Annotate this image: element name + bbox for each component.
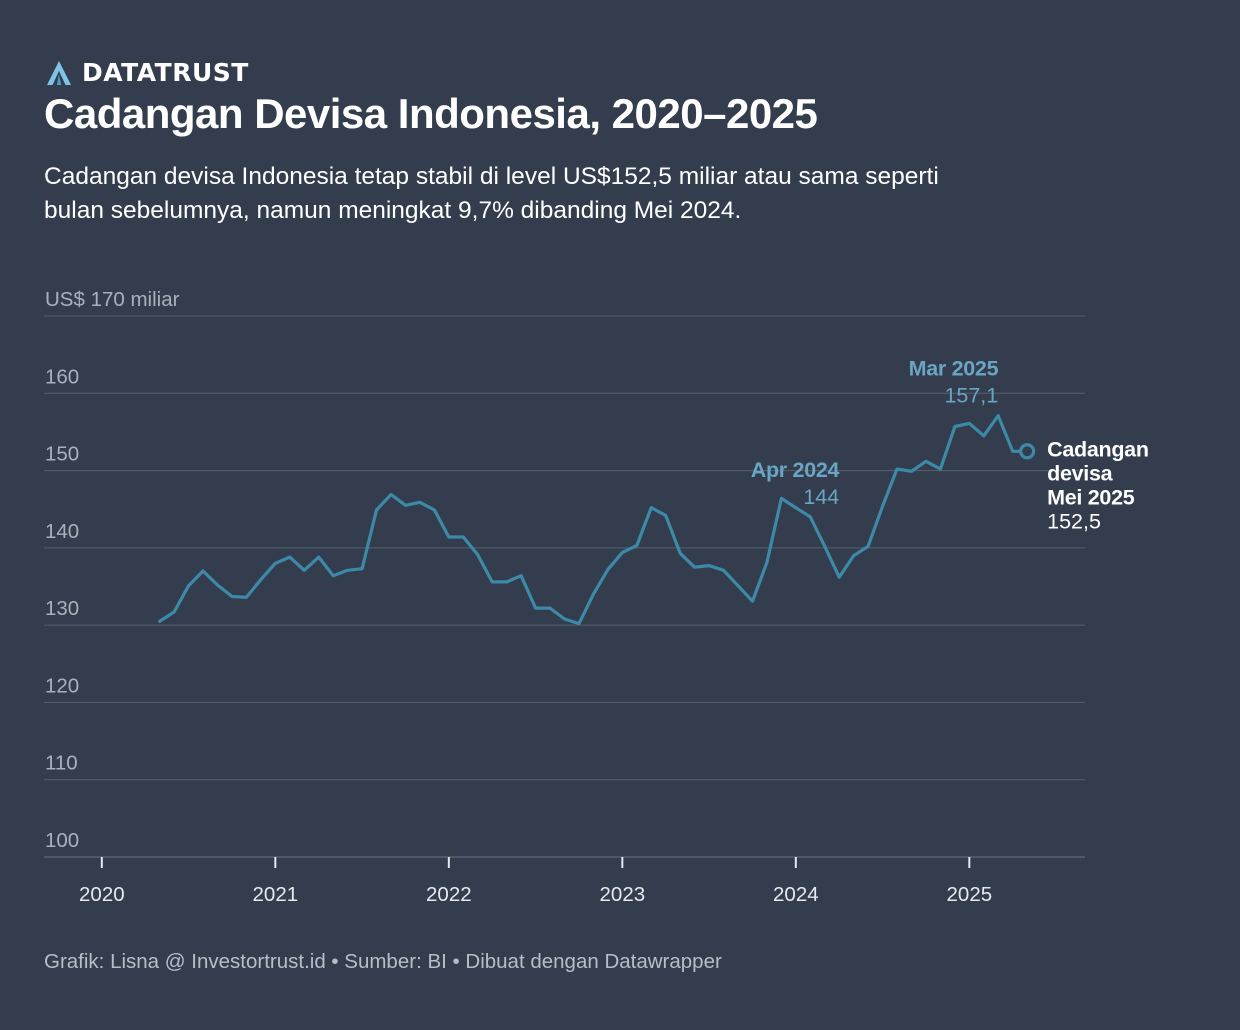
x-tick-label-2023: 2023 — [600, 883, 646, 906]
annotation-value-0: 144 — [803, 485, 839, 509]
end-point-marker — [1019, 443, 1036, 460]
x-tick-label-2020: 2020 — [79, 883, 125, 906]
end-label-line-2: Mei 2025 — [1047, 485, 1135, 509]
x-tick-label-2024: 2024 — [773, 883, 819, 906]
datatrust-logo-icon — [47, 60, 71, 85]
y-tick-label-110: 110 — [45, 752, 78, 775]
x-tick-label-2025: 2025 — [947, 883, 993, 906]
y-tick-label-170: US$ 170 miliar — [45, 288, 180, 311]
chart-title: Cadangan Devisa Indonesia, 2020–2025 — [44, 90, 818, 137]
y-tick-label-130: 130 — [45, 597, 79, 620]
y-tick-label-150: 150 — [45, 443, 79, 466]
y-tick-label-140: 140 — [45, 520, 79, 543]
chart-footer: Grafik: Lisna @ Investortrust.id • Sumbe… — [44, 950, 722, 973]
y-tick-label-120: 120 — [45, 674, 79, 697]
annotation-label-0: Apr 2024 — [751, 458, 840, 482]
brand-name: DATATRUST — [82, 58, 249, 87]
x-tick-label-2021: 2021 — [253, 883, 299, 906]
annotation-label-1: Mar 2025 — [909, 357, 999, 381]
end-label-line-1: devisa — [1047, 461, 1113, 485]
y-tick-label-160: 160 — [45, 365, 79, 388]
series-line-0 — [158, 414, 1029, 626]
x-tick-label-2022: 2022 — [426, 883, 472, 906]
chart-subtitle: Cadangan devisa Indonesia tetap stabil d… — [44, 163, 939, 224]
end-label-value: 152,5 — [1047, 509, 1101, 533]
y-tick-label-100: 100 — [45, 829, 79, 852]
annotation-value-1: 157,1 — [944, 384, 998, 408]
end-label-line-0: Cadangan — [1047, 437, 1149, 461]
brand: DATATRUST — [46, 58, 249, 87]
